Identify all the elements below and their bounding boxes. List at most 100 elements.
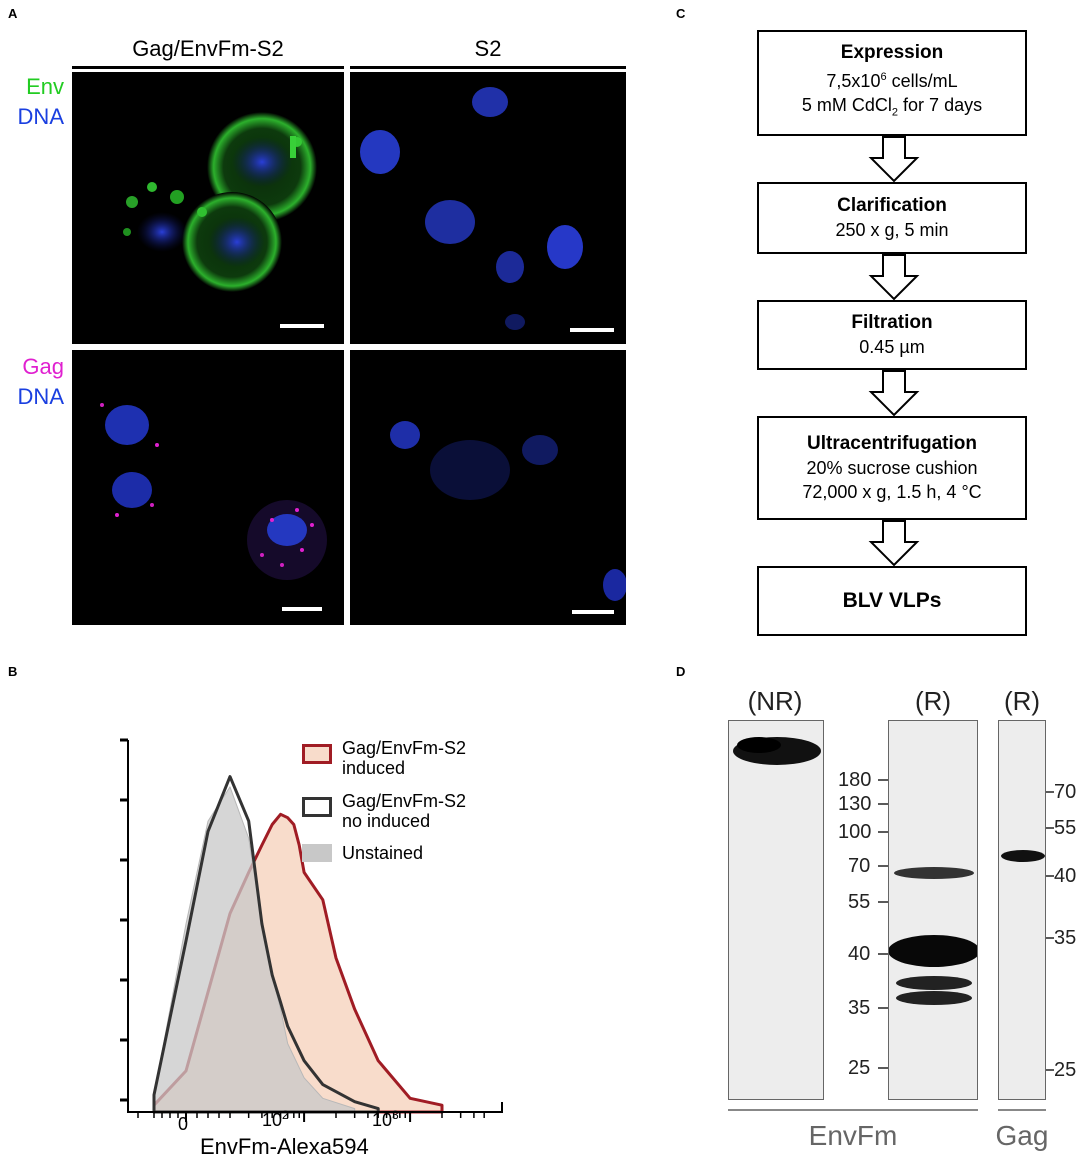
mw-marker: 70	[848, 855, 871, 877]
x-axis-label: EnvFm-Alexa594	[200, 1134, 369, 1159]
micrograph-gag-gag-envfm	[72, 350, 344, 625]
blot-lane-r-gag	[998, 720, 1046, 1100]
flow-step-ultracentrifugation: Ultracentrifugation 20% sucrose cushion …	[757, 416, 1027, 520]
step-line: 20% sucrose cushion	[806, 458, 978, 478]
mw-marker: 130	[838, 793, 872, 815]
tick-base: 10	[262, 1110, 283, 1130]
label-dna: DNA	[17, 384, 64, 409]
micrograph-env-gag-envfm	[72, 72, 344, 344]
column-underline	[350, 66, 626, 69]
down-arrow-icon	[868, 254, 920, 301]
subscript: 2	[891, 106, 899, 119]
superscript: 6	[880, 71, 887, 84]
blot-image	[733, 737, 821, 765]
down-arrow-icon	[868, 370, 920, 417]
panel-label-c: C	[676, 6, 686, 21]
legend-line: induced	[342, 758, 406, 778]
flow-step-blv-vlps: BLV VLPs	[757, 566, 1027, 636]
legend-line: no induced	[342, 811, 431, 831]
panel-label-a: A	[8, 6, 18, 21]
tick-exponent: 3	[392, 1108, 399, 1122]
x-tick-1000: 103	[372, 1108, 399, 1131]
step-line: 7,5x106 cells/mL	[759, 65, 1025, 93]
x-tick-100: 102	[262, 1108, 289, 1131]
marker-ticks-right	[1046, 791, 1054, 1071]
micrograph-image	[123, 112, 317, 292]
legend-swatch-unstained	[302, 844, 332, 862]
down-arrow-icon	[868, 520, 920, 567]
histogram-series-1	[152, 775, 380, 1114]
lane-header-nr: (NR)	[747, 686, 803, 716]
group-underline-envfm	[728, 1109, 978, 1111]
legend-label-no-induced: Gag/EnvFm-S2 no induced	[342, 791, 466, 831]
column-underline	[72, 66, 344, 69]
blot-lane-r-envfm	[888, 720, 978, 1100]
scale-bar	[280, 324, 324, 328]
mw-marker: 40	[848, 943, 871, 965]
label-env: Env	[26, 74, 64, 99]
column-header-s2: S2	[474, 36, 502, 61]
legend-label-induced: Gag/EnvFm-S2 induced	[342, 738, 466, 778]
tick-exponent: 2	[282, 1108, 289, 1122]
histogram-chart	[120, 738, 503, 1122]
micrograph-gag-s2	[350, 350, 626, 625]
scale-bar	[282, 607, 322, 611]
column-header-gag-envfm-s2: Gag/EnvFm-S2	[132, 36, 284, 61]
mw-marker: 40	[1054, 865, 1077, 887]
legend-swatch-induced	[302, 744, 332, 764]
group-label-envfm: EnvFm	[808, 1120, 898, 1151]
mw-marker: 100	[838, 821, 872, 843]
step-line: 0.45 µm	[859, 337, 925, 357]
panel-label-d: D	[676, 664, 686, 679]
label-gag: Gag	[22, 354, 64, 379]
step-title: Expression	[840, 42, 944, 64]
panel-label-b: B	[8, 664, 18, 679]
down-arrow-icon	[868, 136, 920, 183]
blot-image	[889, 867, 977, 1005]
text: 7,5x10	[826, 71, 881, 92]
group-label-gag: Gag	[995, 1120, 1049, 1151]
step-line: 5 mM CdCl2 for 7 days	[759, 93, 1025, 125]
marker-ticks-left	[878, 779, 888, 1069]
mw-marker: 35	[848, 997, 871, 1019]
step-line: 250 x g, 5 min	[835, 220, 949, 240]
group-underline-gag	[998, 1109, 1046, 1111]
scale-bar	[570, 328, 614, 332]
micrograph-env-s2	[350, 72, 626, 344]
micrograph-image	[390, 421, 626, 601]
x-tick-0: 0	[178, 1114, 189, 1134]
flow-step-filtration: Filtration 0.45 µm	[757, 300, 1027, 370]
lane-header-r-gag: (R)	[1003, 686, 1041, 716]
legend-label-unstained: Unstained	[342, 843, 424, 863]
micrograph-image	[100, 403, 327, 580]
step-title: BLV VLPs	[842, 589, 942, 612]
blot-image	[1001, 850, 1045, 862]
text: cells/mL	[886, 71, 958, 92]
legend-line: Gag/EnvFm-S2	[342, 791, 467, 811]
mw-marker: 70	[1054, 781, 1077, 803]
mw-marker: 55	[1054, 817, 1077, 839]
legend-swatch-no-induced	[302, 797, 332, 817]
legend-line: Gag/EnvFm-S2	[342, 738, 467, 758]
step-title: Clarification	[837, 195, 947, 216]
mw-marker: 25	[1054, 1059, 1077, 1081]
text: for 7 days	[898, 95, 983, 116]
mw-marker: 55	[848, 891, 871, 913]
flow-step-expression: Expression 7,5x106 cells/mL 5 mM CdCl2 f…	[757, 30, 1027, 136]
mw-marker: 25	[848, 1057, 871, 1079]
text: 5 mM CdCl	[801, 95, 892, 116]
blot-lane-nr	[728, 720, 824, 1100]
lane-header-r-envfm: (R)	[914, 686, 952, 716]
flow-arrows	[868, 136, 920, 567]
tick-base: 10	[372, 1110, 393, 1130]
micrograph-image	[360, 87, 583, 330]
mw-marker: 180	[838, 769, 872, 791]
row-label-gag: Gag DNA	[4, 352, 64, 412]
histogram-axes	[127, 740, 503, 1113]
step-line: 72,000 x g, 1.5 h, 4 °C	[802, 482, 982, 502]
scale-bar	[572, 610, 614, 614]
step-title: Filtration	[851, 312, 933, 333]
step-title: Ultracentrifugation	[807, 433, 977, 454]
row-label-env: Env DNA	[4, 72, 64, 132]
label-dna: DNA	[17, 104, 64, 129]
